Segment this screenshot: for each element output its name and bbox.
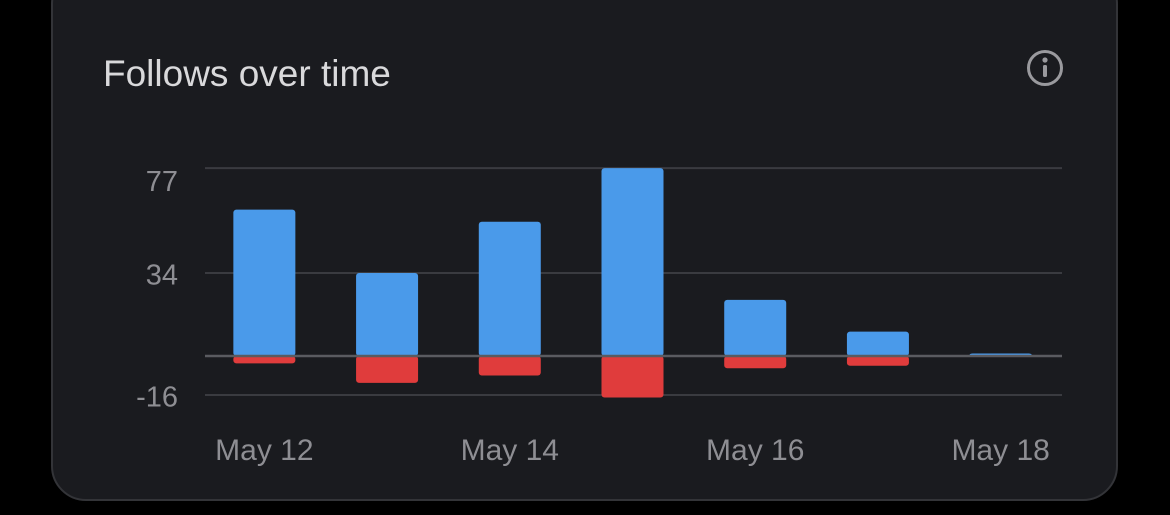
bar — [724, 299, 787, 356]
bar — [233, 209, 296, 356]
y-tick-label: 34 — [146, 260, 178, 292]
chart-title: Follows over time — [103, 53, 391, 94]
x-tick-label: May 12 — [215, 434, 313, 467]
y-tick-label: 77 — [146, 166, 178, 198]
card-background — [51, 0, 1118, 501]
bar — [233, 356, 296, 364]
y-tick-label: -16 — [136, 382, 178, 414]
x-tick-label: May 18 — [951, 434, 1049, 467]
x-tick-label: May 14 — [461, 434, 559, 467]
bar — [846, 331, 909, 356]
bar — [356, 356, 419, 383]
x-tick-label: May 16 — [706, 434, 804, 467]
bar — [478, 356, 541, 376]
bar — [601, 356, 664, 398]
bar — [478, 221, 541, 356]
bar — [601, 168, 664, 356]
bar — [724, 356, 787, 369]
info-button[interactable] — [1027, 50, 1063, 86]
bar — [846, 356, 909, 366]
bar — [356, 273, 419, 356]
